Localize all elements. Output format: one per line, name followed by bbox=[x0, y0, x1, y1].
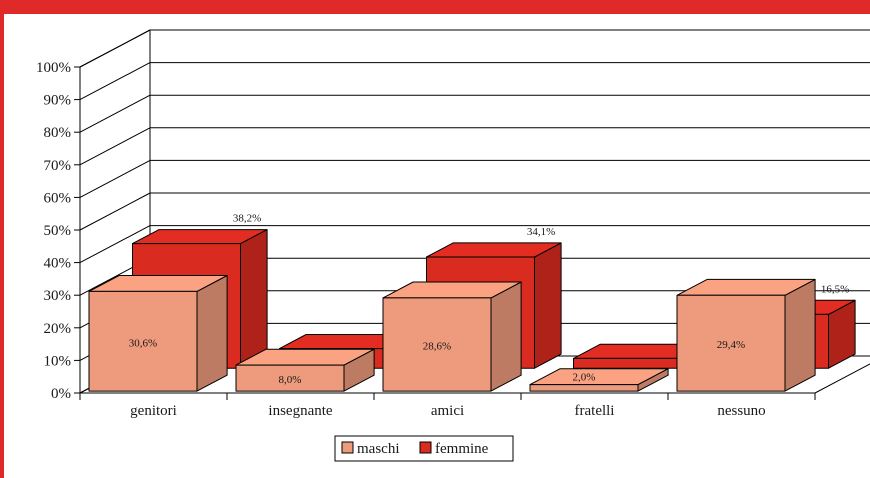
y-tick-label: 0% bbox=[51, 386, 71, 402]
x-category-label: fratelli bbox=[575, 403, 615, 419]
bar-maschi-front bbox=[529, 384, 639, 392]
bar-maschi-front bbox=[382, 297, 492, 392]
data-label-femmine: 38,2% bbox=[233, 213, 261, 225]
bar-femmine-front bbox=[573, 357, 682, 369]
gridline-side bbox=[79, 94, 151, 133]
x-category-label: nessuno bbox=[717, 403, 765, 419]
y-tick-label: 80% bbox=[44, 125, 72, 141]
y-tick-label: 50% bbox=[44, 223, 72, 239]
y-tick-label: 90% bbox=[44, 93, 72, 109]
data-label-maschi: 29,4% bbox=[717, 339, 745, 351]
y-tick-label: 40% bbox=[44, 256, 72, 272]
legend-label-maschi: maschi bbox=[357, 441, 400, 457]
data-label-maschi: 28,6% bbox=[423, 341, 451, 353]
gridline-side bbox=[79, 62, 151, 101]
bar-femmine-side bbox=[240, 229, 268, 369]
gridline-side bbox=[79, 127, 151, 166]
data-label-femmine: 34,1% bbox=[527, 226, 555, 238]
bar-maschi-side bbox=[784, 278, 816, 392]
bar-maschi-front bbox=[676, 294, 786, 392]
bar-maschi-side bbox=[490, 281, 522, 392]
bar-maschi-front bbox=[235, 364, 345, 392]
top-border bbox=[0, 0, 870, 14]
bar-maschi-front bbox=[88, 290, 198, 392]
y-tick-label: 60% bbox=[44, 190, 72, 206]
left-border bbox=[0, 0, 4, 478]
gridline-side bbox=[79, 159, 151, 198]
y-tick-label: 30% bbox=[44, 288, 72, 304]
data-label-maschi: 2,0% bbox=[573, 372, 596, 384]
legend-swatch-femmine bbox=[419, 441, 432, 454]
y-tick-label: 70% bbox=[44, 158, 72, 174]
gridline-side bbox=[79, 192, 151, 231]
legend-swatch-maschi bbox=[341, 441, 354, 454]
y-tick-label: 20% bbox=[44, 321, 72, 337]
gridline-side bbox=[79, 225, 151, 264]
bar-femmine-side bbox=[534, 242, 562, 369]
x-category-label: amici bbox=[431, 403, 464, 419]
x-category-label: insegnante bbox=[268, 403, 332, 419]
data-label-maschi: 30,6% bbox=[129, 337, 157, 349]
gridline-side bbox=[79, 29, 151, 68]
y-tick-label: 100% bbox=[36, 60, 71, 76]
y-tick-label: 10% bbox=[44, 353, 72, 369]
legend: maschi femmine bbox=[334, 435, 514, 462]
data-label-maschi: 8,0% bbox=[279, 374, 302, 386]
bar-maschi-side bbox=[196, 275, 228, 392]
data-label-femmine: 16,5% bbox=[821, 283, 849, 295]
x-category-label: genitori bbox=[130, 403, 177, 419]
legend-label-femmine: femmine bbox=[435, 441, 489, 457]
